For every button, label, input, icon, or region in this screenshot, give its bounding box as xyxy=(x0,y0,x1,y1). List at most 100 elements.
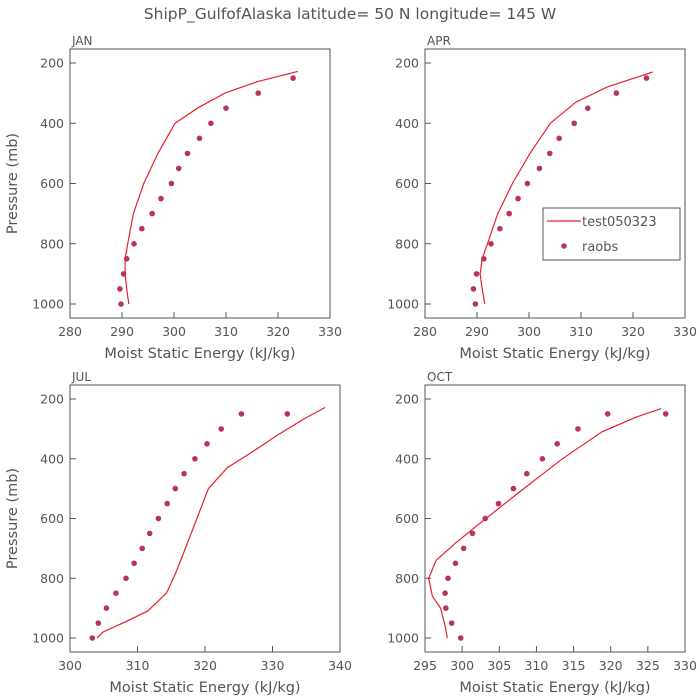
y-axis-title: Pressure (mb) xyxy=(5,133,21,234)
y-tick-label: 600 xyxy=(395,176,419,191)
obs-marker xyxy=(139,545,145,552)
model-series-line xyxy=(428,408,662,639)
y-tick-label: 400 xyxy=(40,451,64,466)
obs-marker xyxy=(117,286,123,292)
x-axis-title: Moist Static Energy (kJ/kg) xyxy=(109,680,300,696)
x-tick-label: 295 xyxy=(413,658,437,673)
legend-dot-swatch xyxy=(561,243,567,249)
x-tick-label: 305 xyxy=(487,658,511,673)
panel-label: JAN xyxy=(71,34,93,48)
y-tick-label: 1000 xyxy=(387,297,419,312)
x-tick-label: 330 xyxy=(673,658,697,673)
obs-marker xyxy=(443,605,449,611)
y-tick-label: 200 xyxy=(40,392,64,407)
obs-marker xyxy=(89,635,96,641)
x-tick-label: 310 xyxy=(126,658,150,673)
obs-marker xyxy=(123,575,129,582)
obs-marker xyxy=(164,500,170,507)
obs-marker xyxy=(181,470,187,477)
obs-marker xyxy=(238,411,245,417)
x-axis-title: Moist Static Energy (kJ/kg) xyxy=(459,680,650,696)
obs-marker xyxy=(445,575,451,582)
plot-frame xyxy=(69,48,331,319)
y-tick-label: 200 xyxy=(395,56,419,71)
obs-marker xyxy=(208,120,214,127)
obs-marker xyxy=(662,411,669,417)
y-tick-label: 400 xyxy=(40,116,64,131)
obs-marker xyxy=(196,135,203,142)
legend-model-label: test050323 xyxy=(582,215,657,230)
x-axis-title: Moist Static Energy (kJ/kg) xyxy=(459,346,650,362)
obs-marker xyxy=(524,470,530,477)
obs-marker xyxy=(613,90,620,96)
obs-marker xyxy=(146,530,153,537)
obs-marker xyxy=(284,411,291,417)
obs-marker xyxy=(524,180,531,187)
plot-frame xyxy=(424,384,686,653)
plot-frame xyxy=(424,48,686,319)
x-axis-title: Moist Static Energy (kJ/kg) xyxy=(104,346,295,362)
x-tick-label: 315 xyxy=(562,658,586,673)
obs-marker xyxy=(539,456,546,462)
x-tick-label: 280 xyxy=(413,324,437,339)
y-tick-label: 600 xyxy=(40,176,64,191)
x-tick-label: 330 xyxy=(318,324,342,339)
panel-label: JUL xyxy=(71,370,91,384)
obs-marker xyxy=(575,426,581,432)
obs-marker xyxy=(515,195,521,202)
obs-marker xyxy=(103,605,110,611)
x-tick-label: 290 xyxy=(110,324,134,339)
x-tick-label: 300 xyxy=(58,658,82,673)
y-tick-label: 200 xyxy=(395,392,419,407)
obs-marker xyxy=(643,75,650,81)
panels-group: JAN 280 290 300 310 320 330 200 400 600 800 1000 Moi… xyxy=(5,34,697,696)
x-tick-label: 325 xyxy=(636,658,660,673)
obs-marker xyxy=(123,255,130,262)
x-tick-label: 330 xyxy=(261,658,285,673)
obs-marker xyxy=(571,120,577,127)
obs-marker xyxy=(158,195,164,202)
panel-oct: OCT 295 300 305 310 315 320 325 330 200 400 600 800 1… xyxy=(387,370,697,696)
obs-marker xyxy=(223,105,229,111)
x-tick-label: 320 xyxy=(193,658,217,673)
obs-marker xyxy=(131,241,137,247)
y-tick-label: 400 xyxy=(395,451,419,466)
x-tick-label: 340 xyxy=(328,658,352,673)
obs-marker xyxy=(448,620,455,626)
x-tick-label: 280 xyxy=(58,324,82,339)
y-tick-label: 800 xyxy=(40,236,64,251)
obs-marker xyxy=(460,545,467,552)
obs-marker xyxy=(255,90,261,96)
obs-marker xyxy=(218,426,224,432)
obs-marker xyxy=(473,271,480,277)
x-tick-label: 320 xyxy=(266,324,290,339)
obs-marker xyxy=(506,210,512,217)
panel-apr: APR 280 290 300 310 320 330 200 400 600 800 1000 Moi… xyxy=(387,34,697,362)
legend-obs-label: raobs xyxy=(582,240,619,255)
obs-marker xyxy=(470,286,477,292)
obs-marker xyxy=(175,165,182,172)
y-tick-label: 600 xyxy=(395,511,419,526)
obs-marker xyxy=(497,225,503,232)
obs-marker xyxy=(168,180,175,187)
x-tick-label: 300 xyxy=(162,324,186,339)
y-tick-label: 1000 xyxy=(32,631,64,646)
x-tick-label: 320 xyxy=(621,324,645,339)
x-tick-label: 310 xyxy=(214,324,238,339)
obs-marker xyxy=(192,456,198,462)
obs-marker xyxy=(556,135,562,142)
obs-marker xyxy=(457,635,464,641)
obs-marker xyxy=(139,225,145,232)
model-series-line xyxy=(479,71,653,305)
y-tick-label: 800 xyxy=(395,236,419,251)
y-tick-label: 400 xyxy=(395,116,419,131)
obs-marker xyxy=(131,560,137,567)
x-tick-label: 290 xyxy=(465,324,489,339)
obs-marker xyxy=(469,530,476,537)
panel-jan: JAN 280 290 300 310 320 330 200 400 600 800 1000 Moi… xyxy=(5,34,342,362)
figure-title: ShipP_GulfofAlaska latitude= 50 N longit… xyxy=(144,5,556,24)
obs-marker xyxy=(184,150,191,157)
y-tick-label: 200 xyxy=(40,56,64,71)
y-tick-label: 1000 xyxy=(387,631,419,646)
y-tick-label: 800 xyxy=(40,571,64,586)
